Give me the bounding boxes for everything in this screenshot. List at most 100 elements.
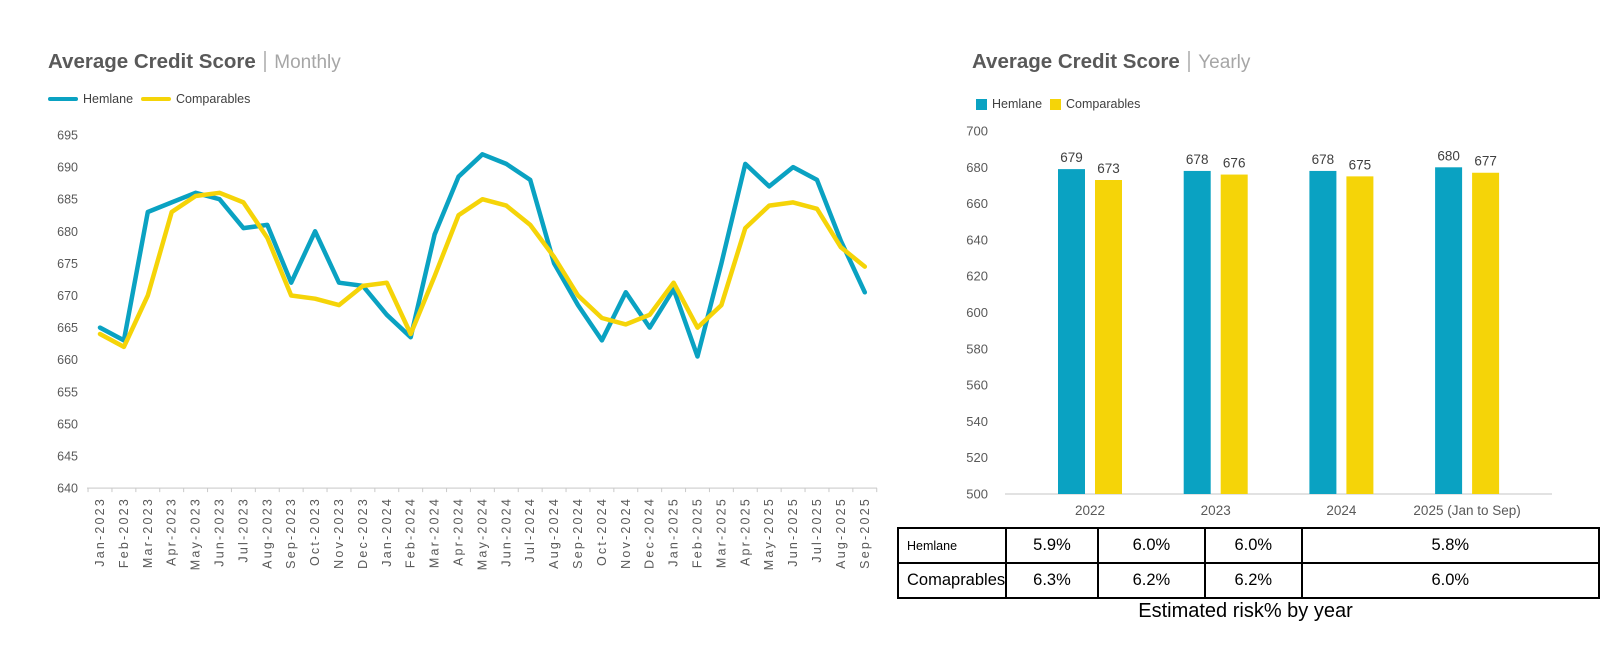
x-axis-month-label: Aug-2025 [834, 497, 848, 569]
x-axis-category-label: 2025 (Jan to Sep) [1413, 503, 1520, 518]
x-axis-month-label: Nov-2024 [619, 497, 633, 569]
title-divider [263, 51, 267, 72]
bar-hemlane-2025 (Jan to Sep) [1435, 167, 1463, 495]
x-axis-month-label: May-2023 [189, 497, 203, 570]
x-axis-category-label: 2022 [1075, 503, 1105, 518]
y-axis-tick-label: 540 [966, 414, 988, 429]
comparables-line-swatch-icon [141, 96, 172, 102]
table-row-label: Comaprables [896, 562, 1008, 599]
table-cell: 5.8% [1300, 527, 1600, 564]
legend-item-hemlane: Hemlane [48, 92, 133, 106]
comparables-line [97, 190, 868, 350]
risk-table-caption: Estimated risk% by year [1138, 600, 1353, 622]
hemlane-square-swatch-icon [976, 98, 987, 110]
x-axis-month-label: Mar-2023 [141, 497, 155, 568]
bar-value-label: 675 [1349, 157, 1372, 172]
table-row: Comaprables 6.3% 6.2% 6.2% 6.0% [896, 562, 1600, 599]
bar-value-label: 678 [1186, 152, 1209, 167]
y-axis-tick-label: 690 [57, 161, 78, 175]
y-axis-tick-label: 660 [57, 353, 78, 367]
x-axis-month-label: Oct-2023 [308, 497, 322, 566]
yearly-chart-legend: Hemlane Comparables [976, 97, 1148, 111]
x-axis-month-label: May-2025 [762, 497, 776, 570]
hemlane-line-swatch-icon [48, 96, 78, 102]
yearly-chart-title-text: Average Credit Score [972, 50, 1180, 73]
bar-value-label: 678 [1312, 152, 1335, 167]
bar-value-label: 673 [1097, 161, 1120, 176]
y-axis-tick-label: 640 [966, 232, 988, 247]
bar-value-label: 680 [1437, 148, 1460, 163]
x-axis-month-label: Feb-2025 [691, 497, 705, 568]
y-axis-tick-label: 700 [966, 125, 988, 139]
y-axis-tick-label: 600 [966, 305, 988, 320]
legend-label-comparables: Comparables [1066, 97, 1141, 111]
yearly-bar-chart: 700 680 660 640 620 600 580 560 540 520 500 679 673 2… [966, 125, 1552, 518]
risk-table: Hemlane 5.9% 6.0% 6.0% 5.8% Comaprables 6.3% 6.… [896, 527, 1600, 599]
x-axis-month-label: Jul-2025 [810, 497, 824, 563]
x-axis-month-label: Jan-2023 [93, 497, 107, 567]
y-axis-tick-label: 660 [966, 196, 988, 211]
x-axis-month-label: Jun-2025 [786, 497, 800, 567]
x-axis-month-label: Jul-2024 [523, 497, 537, 563]
legend-item-comparables: Comparables [1050, 97, 1140, 111]
yearly-chart-title: Average Credit Score Yearly [972, 50, 1250, 74]
legend-item-hemlane: Hemlane [976, 97, 1042, 111]
comparables-square-swatch-icon [1050, 98, 1062, 110]
bar-comparables-2023 [1220, 174, 1248, 494]
y-axis-tick-label: 645 [57, 450, 78, 464]
y-axis-tick-label: 680 [966, 160, 988, 175]
bar-value-label: 679 [1060, 150, 1083, 165]
x-axis-category-label: 2024 [1326, 503, 1357, 518]
x-axis-month-label: Sep-2025 [858, 497, 872, 569]
y-axis-tick-label: 500 [966, 487, 988, 502]
x-axis-month-label: May-2024 [475, 497, 489, 570]
x-axis-month-label: Dec-2023 [356, 497, 370, 569]
x-axis-month-label: Dec-2024 [643, 497, 657, 569]
x-axis-month-label: Jun-2024 [499, 497, 513, 567]
table-row: Hemlane 5.9% 6.0% 6.0% 5.8% [896, 527, 1600, 564]
x-axis-month-label: Mar-2024 [428, 497, 442, 568]
legend-label-hemlane: Hemlane [83, 92, 134, 106]
x-axis-month-label: Sep-2023 [284, 497, 298, 569]
x-axis-month-label: Nov-2023 [332, 497, 346, 569]
x-axis-month-label: Apr-2023 [165, 497, 179, 566]
y-axis-tick-label: 580 [966, 341, 988, 356]
x-axis-category-label: 2023 [1201, 503, 1231, 518]
x-axis-month-label: Jan-2024 [380, 497, 394, 567]
monthly-line-chart: 695 690 685 680 675 670 665 660 655 650 645 640 Jan-… [57, 129, 878, 570]
monthly-chart-title-text: Average Credit Score [48, 50, 256, 73]
x-axis-month-label: Oct-2024 [595, 497, 609, 566]
monthly-chart-legend: Hemlane Comparables [48, 92, 258, 106]
x-axis-month-label: Jan-2025 [667, 497, 681, 567]
table-cell: 6.2% [1204, 562, 1303, 599]
x-axis-month-label: Jun-2023 [213, 497, 227, 567]
legend-item-comparables: Comparables [141, 92, 250, 106]
table-cell: 6.3% [1005, 562, 1099, 599]
monthly-chart-title: Average Credit Score Monthly [48, 50, 341, 74]
yearly-chart-subtitle: Yearly [1198, 52, 1251, 73]
monthly-chart-subtitle: Monthly [274, 52, 341, 73]
y-axis-tick-label: 695 [57, 129, 78, 143]
title-divider [1187, 51, 1191, 72]
x-axis-month-label: Feb-2024 [404, 497, 418, 568]
x-axis-month-label: Apr-2024 [452, 497, 466, 566]
table-cell: 6.0% [1096, 527, 1207, 564]
x-axis-month-label: Jul-2023 [236, 497, 250, 563]
y-axis-tick-label: 655 [57, 385, 78, 399]
bar-value-label: 676 [1223, 156, 1246, 171]
bar-hemlane-2022 [1058, 169, 1085, 495]
x-axis-month-label: Feb-2023 [117, 497, 131, 568]
x-axis-month-label: Apr-2025 [738, 497, 752, 566]
y-axis-tick-label: 650 [57, 417, 78, 431]
bar-comparables-2024 [1346, 176, 1374, 494]
bar-hemlane-2023 [1183, 170, 1211, 494]
y-axis-tick-label: 520 [966, 450, 988, 465]
y-axis-tick-label: 680 [57, 225, 78, 239]
bar-comparables-2025 (Jan to Sep) [1472, 172, 1500, 494]
y-axis-tick-label: 685 [57, 193, 78, 207]
y-axis-tick-label: 620 [966, 269, 988, 284]
y-axis-tick-label: 665 [57, 321, 78, 335]
legend-label-hemlane: Hemlane [992, 97, 1043, 111]
y-axis-tick-label: 640 [57, 482, 78, 496]
x-axis-month-label: Aug-2023 [260, 497, 274, 569]
